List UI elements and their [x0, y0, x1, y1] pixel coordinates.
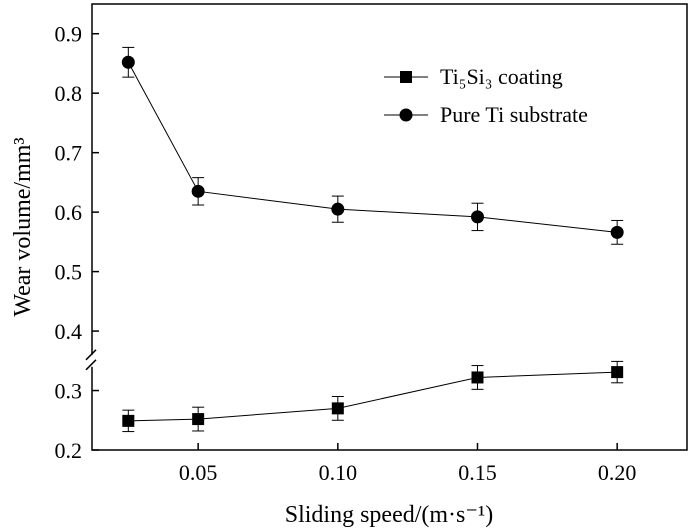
legend-marker-substrate	[399, 108, 413, 122]
x-axis-title: Sliding speed/(m·s⁻¹)	[285, 502, 494, 528]
data-point	[611, 366, 624, 379]
x-tick-label: 0.05	[179, 460, 218, 485]
x-tick-label: 0.10	[319, 460, 358, 485]
plot-frame	[91, 3, 688, 451]
y-tick-label: 0.3	[55, 379, 83, 404]
y-tick-label: 0.5	[55, 260, 83, 285]
data-point	[470, 210, 484, 224]
axis-break-slash	[85, 359, 97, 371]
data-point	[191, 184, 205, 198]
y-tick-label: 0.8	[55, 81, 83, 106]
data-point	[471, 371, 484, 384]
series-coating	[122, 360, 624, 433]
series-layer	[121, 46, 624, 433]
data-point	[122, 414, 135, 427]
data-point	[610, 225, 624, 239]
x-tick-label: 0.20	[598, 460, 637, 485]
y-tick-label: 0.2	[55, 438, 83, 463]
legend: Ti₅Si₃ coating Pure Ti substrate	[384, 64, 588, 127]
y-tick-label: 0.6	[55, 200, 83, 225]
y-axis-title: Wear volume/mm³	[10, 137, 36, 316]
x-axis-ticks: 0.05 0.10 0.15 0.20	[179, 443, 637, 485]
axis-break-gap	[89, 354, 95, 367]
data-point	[121, 55, 135, 69]
axis-break-slash	[85, 349, 97, 361]
y-axis-break	[85, 349, 97, 371]
data-point	[331, 202, 345, 216]
x-tick-label: 0.15	[458, 460, 497, 485]
data-point	[331, 402, 344, 415]
series-substrate	[121, 46, 624, 245]
y-tick-label: 0.7	[55, 141, 83, 166]
legend-label-substrate: Pure Ti substrate	[440, 102, 588, 127]
legend-marker-coating	[400, 71, 412, 83]
y-tick-label: 0.4	[55, 319, 83, 344]
data-point	[192, 413, 205, 426]
y-axis-ticks: 0.2 0.3 0.4 0.5 0.6 0.7 0.8 0.9	[55, 22, 99, 463]
legend-label-coating: Ti₅Si₃ coating	[440, 64, 563, 89]
y-tick-label: 0.9	[55, 22, 83, 47]
